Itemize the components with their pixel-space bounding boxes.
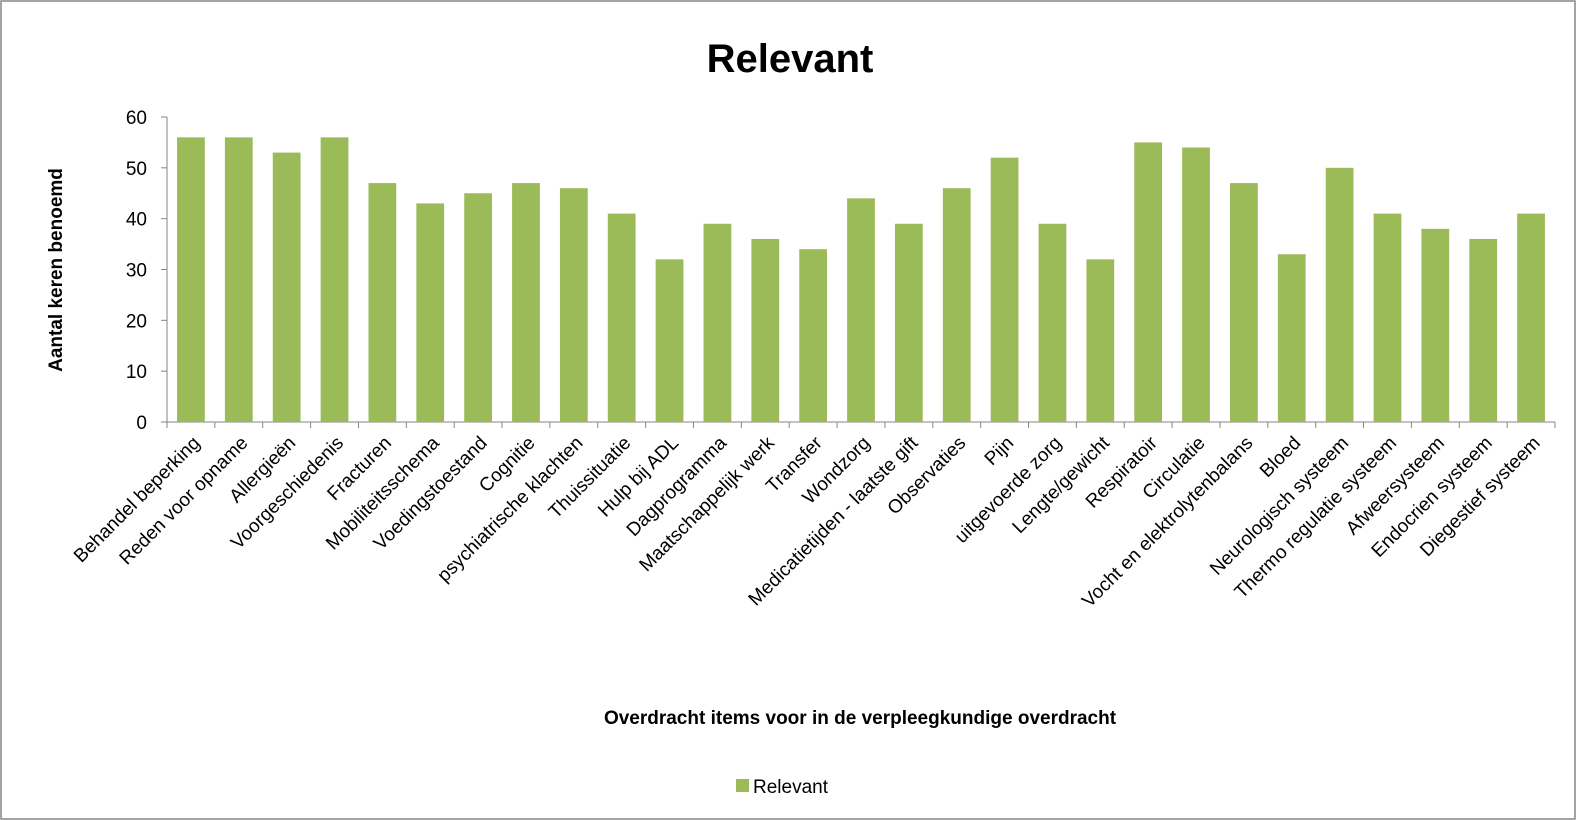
bar: [1134, 142, 1163, 422]
bar: [1325, 167, 1354, 422]
y-tick-label: 30: [126, 261, 147, 282]
bar: [799, 249, 828, 422]
legend-swatch: [736, 779, 749, 792]
bar: [1517, 213, 1545, 422]
bar: [1182, 147, 1210, 422]
bar: [512, 183, 540, 422]
bar: [1277, 254, 1306, 422]
bar: [990, 157, 1019, 422]
bar: [607, 213, 636, 422]
bar: [942, 188, 971, 422]
bar: [224, 137, 253, 423]
bar: [751, 239, 780, 422]
y-tick-label: 0: [136, 413, 147, 434]
y-axis-title: Aantal keren benoemd: [46, 168, 67, 372]
bar: [559, 188, 588, 422]
bar: [1086, 259, 1115, 422]
bar: [1469, 239, 1498, 422]
bar: [847, 198, 875, 422]
chart-title: Relevant: [707, 37, 874, 81]
bar: [894, 223, 923, 422]
bar: [1230, 183, 1258, 422]
legend-label: Relevant: [753, 777, 829, 798]
y-tick-label: 50: [126, 159, 147, 180]
bar: [272, 152, 301, 423]
bar: [368, 183, 397, 422]
bar: [1038, 223, 1067, 422]
bar: [703, 223, 732, 422]
y-tick-label: 10: [126, 362, 147, 383]
bar: [1373, 213, 1402, 422]
bar: [655, 259, 684, 422]
bar: [177, 137, 205, 423]
x-axis-title: Overdracht items voor in de verpleegkund…: [604, 708, 1117, 729]
y-tick-label: 40: [126, 210, 147, 231]
bar: [1421, 228, 1450, 422]
bar: [416, 203, 445, 422]
bar: [320, 137, 349, 423]
y-tick-label: 20: [126, 311, 147, 332]
y-tick-label: 60: [126, 108, 147, 129]
bar: [464, 193, 492, 422]
